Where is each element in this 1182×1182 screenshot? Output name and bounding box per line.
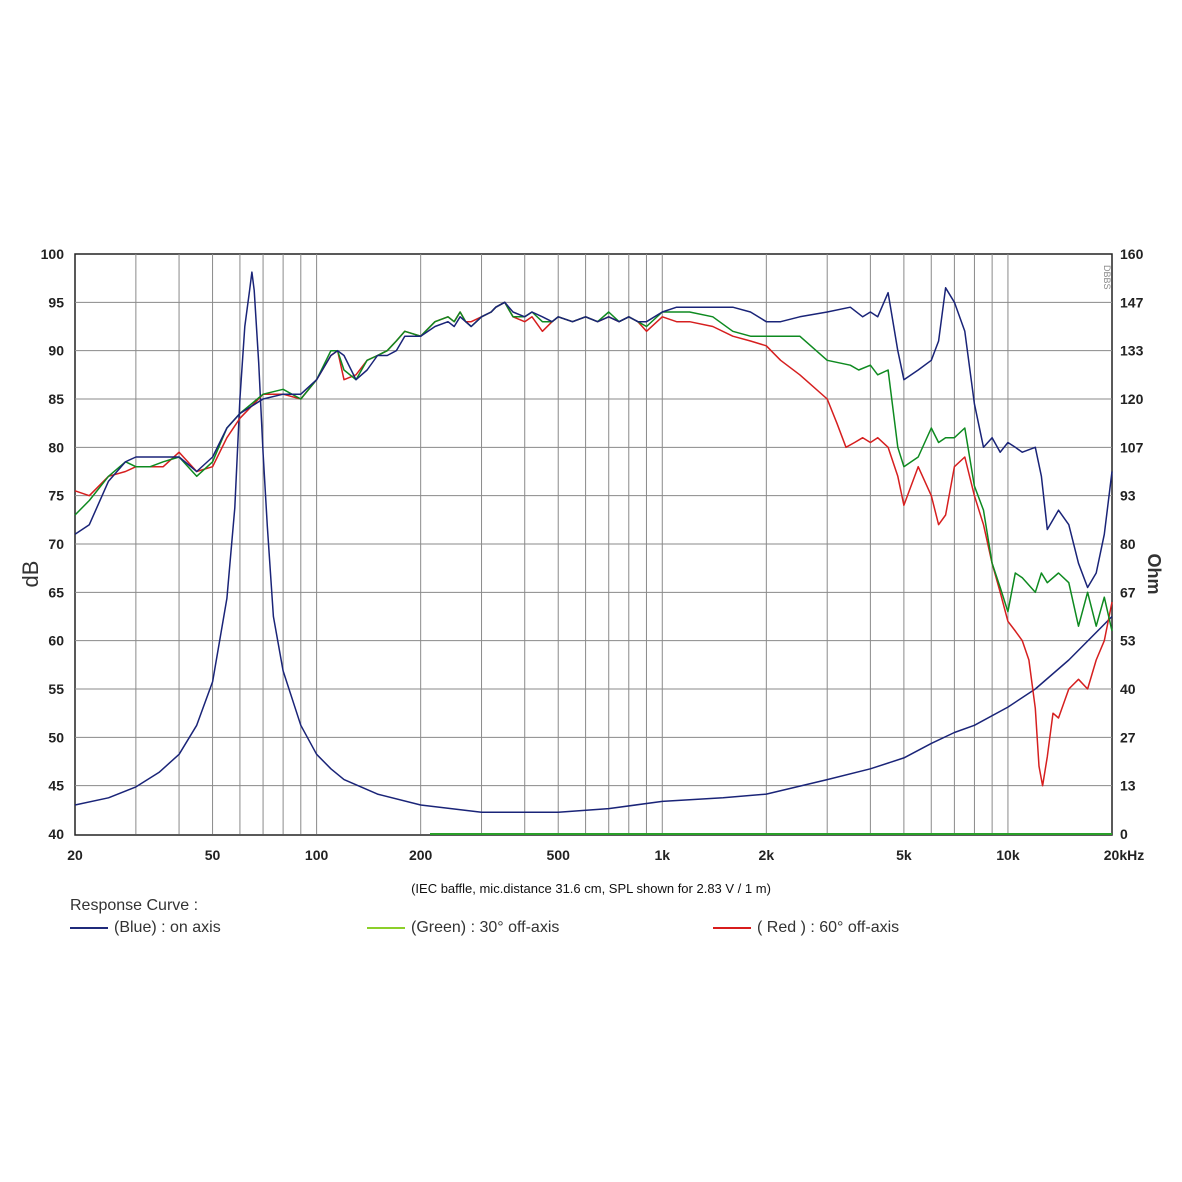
legend-title: Response Curve :	[70, 897, 199, 914]
y-tick-label-left: 70	[48, 536, 64, 552]
y-tick-label-left: 90	[48, 343, 64, 359]
y-tick-label-left: 100	[41, 246, 65, 262]
y-tick-label-right: 147	[1120, 294, 1144, 310]
measurement-note: (IEC baffle, mic.distance 31.6 cm, SPL s…	[411, 881, 771, 896]
legend-label-on-axis: (Blue) : on axis	[114, 919, 221, 936]
legend-swatch-green	[367, 926, 405, 929]
y-tick-label-right: 67	[1120, 584, 1136, 600]
y-tick-label-right: 93	[1120, 488, 1136, 504]
grid-lines	[75, 254, 1112, 834]
y-tick-label-right: 80	[1120, 536, 1136, 552]
y-axis-right-ticks: 0 13 27 40 53 67 80 93 107 120 133 147 160	[1120, 246, 1144, 842]
x-tick-label: 20	[67, 847, 83, 863]
x-tick-label: 10k	[996, 847, 1020, 863]
legend-item-60-off-axis: ( Red ) : 60° off-axis	[713, 919, 899, 937]
x-tick-label: 1k	[654, 847, 670, 863]
legend-label-60-off-axis: ( Red ) : 60° off-axis	[757, 919, 900, 936]
series-layer	[74, 271, 1113, 814]
y-tick-label-left: 95	[48, 294, 64, 310]
x-tick-label: 100	[305, 847, 329, 863]
series-line-on_axis	[74, 287, 1113, 589]
y-tick-label-right: 40	[1120, 681, 1136, 697]
legend-swatch-red	[713, 926, 751, 929]
x-tick-label: 2k	[759, 847, 775, 863]
y-tick-label-left: 75	[48, 488, 64, 504]
y-tick-label-right: 133	[1120, 343, 1144, 359]
y-tick-label-left: 40	[48, 826, 64, 842]
y-tick-label-left: 45	[48, 778, 64, 794]
y-axis-left-ticks: 40 45 50 55 60 65 70 75 80 85 90 95 100	[41, 246, 65, 842]
y-tick-label-right: 107	[1120, 439, 1144, 455]
series-line-impedance	[74, 271, 1113, 814]
x-tick-label: 200	[409, 847, 433, 863]
y-tick-label-left: 50	[48, 729, 64, 745]
watermark: DBBS	[1102, 265, 1112, 290]
y-tick-label-right: 0	[1120, 826, 1128, 842]
legend-item-30-off-axis: (Green) : 30° off-axis	[367, 919, 559, 937]
y-tick-label-left: 55	[48, 681, 64, 697]
y-tick-label-right: 160	[1120, 246, 1144, 262]
y-tick-label-left: 85	[48, 391, 64, 407]
x-axis-ticks: 20 50 100 200 500 1k 2k 5k 10k 20kHz	[67, 847, 1144, 863]
y-tick-label-right: 120	[1120, 391, 1144, 407]
legend-item-on-axis: (Blue) : on axis	[70, 919, 221, 937]
x-tick-label: 500	[547, 847, 571, 863]
y-axis-label-right: Ohm	[1144, 553, 1164, 594]
y-tick-label-left: 80	[48, 439, 64, 455]
y-axis-label-left: dB	[18, 561, 43, 588]
x-tick-label: 50	[205, 847, 221, 863]
y-tick-label-right: 53	[1120, 633, 1136, 649]
y-tick-label-left: 60	[48, 633, 64, 649]
x-tick-label: 5k	[896, 847, 912, 863]
legend-label-30-off-axis: (Green) : 30° off-axis	[411, 919, 560, 936]
y-tick-label-right: 27	[1120, 729, 1136, 745]
x-tick-label: 20kHz	[1104, 847, 1144, 863]
legend-swatch-blue	[70, 926, 108, 929]
y-tick-label-left: 65	[48, 584, 64, 600]
y-tick-label-right: 13	[1120, 778, 1136, 794]
